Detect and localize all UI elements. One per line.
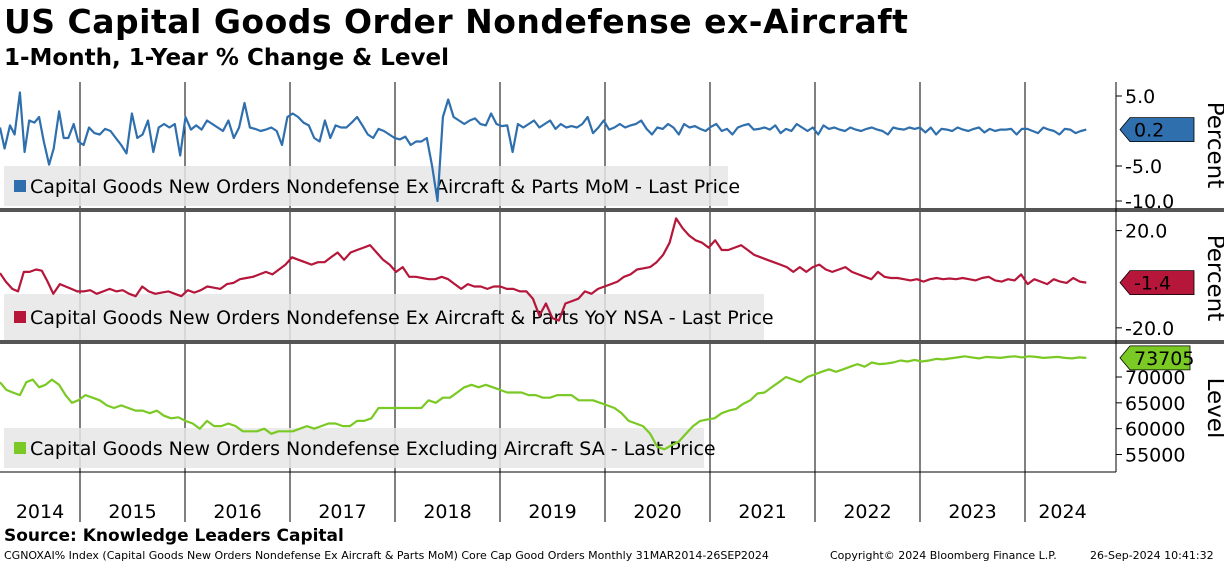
series-line-yoy [0,217,1087,322]
x-tick-label: 2014 [16,501,64,523]
y-axis-label: Percent [1202,235,1224,322]
y-tick-label: -5.0 [1125,156,1162,178]
y-axis-label: Percent [1202,102,1224,189]
last-value-bg [1119,345,1191,371]
last-value-tag: 73705 [1119,345,1194,371]
y-tick-label: -20.0 [1125,318,1174,340]
x-tick-label: 2019 [528,501,576,523]
y-tick-label: 60000 [1125,419,1185,441]
y-tick-label: -10.0 [1125,191,1174,213]
x-tick-label: 2023 [948,501,996,523]
series-line-level [0,355,1087,451]
footer-copyright: Copyright© 2024 Bloomberg Finance L.P. [830,549,1057,562]
chart-subtitle: 1-Month, 1-Year % Change & Level [4,45,449,71]
last-value-label: 73705 [1134,348,1194,370]
y-tick-label: 20.0 [1125,221,1167,243]
y-tick-label: 5.0 [1125,86,1155,108]
y-tick-label: 65000 [1125,393,1185,415]
legend-label: Capital Goods New Orders Nondefense Ex A… [30,176,740,198]
legend-swatch [14,311,26,323]
last-value-label: 0.2 [1134,120,1164,142]
last-value-bg [1119,117,1195,142]
x-tick-label: 2020 [633,501,681,523]
last-value-bg [1119,270,1195,296]
last-value-tag: -1.4 [1119,270,1195,296]
legend-label: Capital Goods New Orders Nondefense Excl… [30,438,716,460]
x-tick-label: 2021 [738,501,786,523]
y-tick-label: 55000 [1125,445,1185,467]
x-tick-label: 2018 [423,501,471,523]
y-tick-label: 70000 [1125,367,1185,389]
x-tick-label: 2016 [213,501,261,523]
x-tick-label: 2022 [843,501,891,523]
panel-mom: Capital Goods New Orders Nondefense Ex A… [0,86,1224,213]
legend-box [4,428,704,468]
x-tick-label: 2017 [318,501,366,523]
chart-title: US Capital Goods Order Nondefense ex-Air… [4,2,909,41]
legend-box [4,166,728,206]
panel-yoy: Capital Goods New Orders Nondefense Ex A… [0,217,1224,340]
y-axis-label: Level [1202,378,1224,439]
last-value-label: -1.4 [1134,273,1171,295]
legend-swatch [14,180,26,192]
footer: CGNOXAI% Index (Capital Goods New Orders… [4,549,1220,565]
x-tick-label: 2015 [108,501,156,523]
legend-swatch [14,442,26,454]
footer-series-info: CGNOXAI% Index (Capital Goods New Orders… [4,549,769,562]
footer-timestamp: 26-Sep-2024 10:41:32 [1090,549,1214,562]
x-tick-label: 2024 [1038,501,1086,523]
legend-label: Capital Goods New Orders Nondefense Ex A… [30,307,774,329]
panel-level: Capital Goods New Orders Nondefense Excl… [0,345,1224,468]
series-line-mom [0,91,1087,203]
last-value-tag: 0.2 [1119,117,1195,142]
legend-box [4,294,764,340]
source-note: Source: Knowledge Leaders Capital [4,526,344,546]
